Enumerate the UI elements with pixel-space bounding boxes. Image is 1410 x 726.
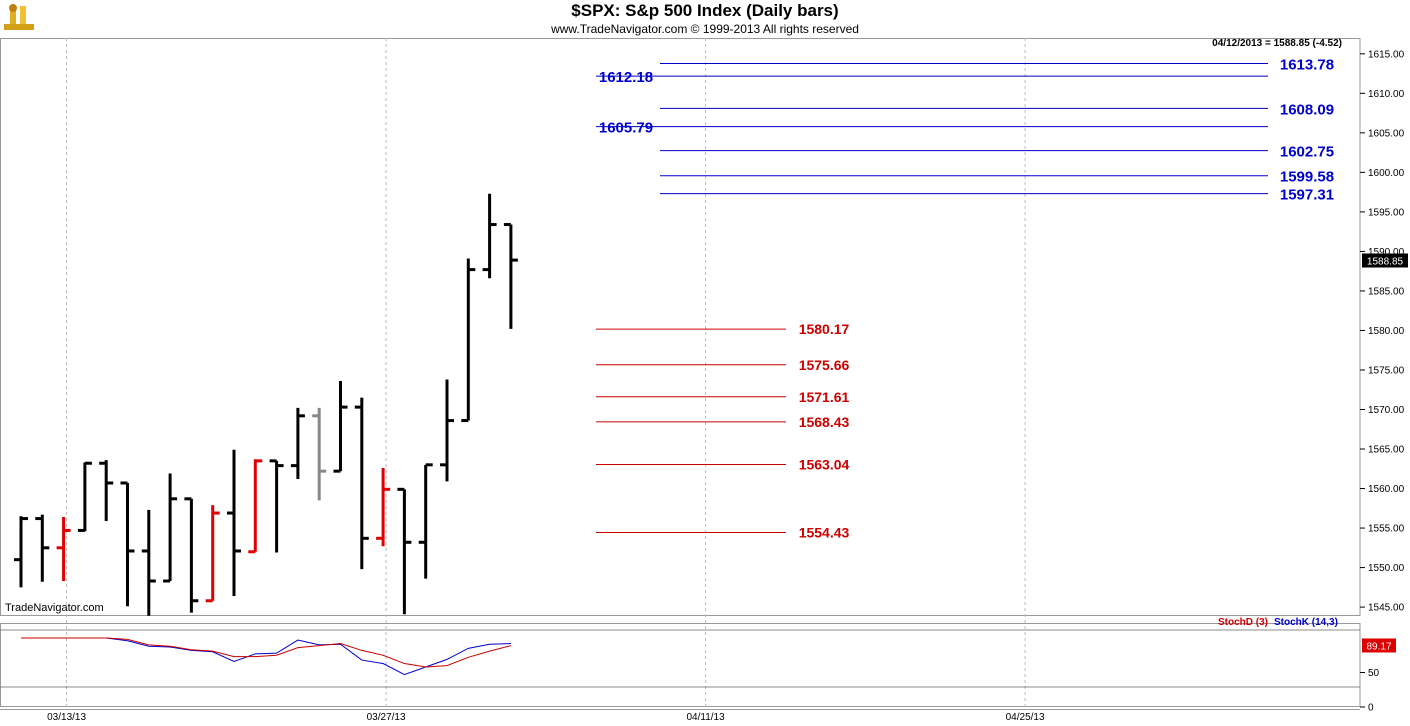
x-tick-label: 04/11/13 — [687, 712, 726, 723]
stoch-value-tag-box — [1362, 638, 1396, 653]
stoch-panel-frame — [0, 623, 1361, 707]
last-price-tag-box — [1362, 253, 1408, 268]
support-label: 1568.43 — [799, 414, 850, 430]
copyright-text: www.TradeNavigator.com © 1999-2013 All r… — [551, 22, 859, 36]
y-tick-label: 1610.00 — [1368, 89, 1405, 100]
watermark-text: TradeNavigator.com — [5, 602, 104, 614]
last-price-tag: 1588.85 — [1367, 257, 1404, 268]
resistance-label: 1602.75 — [1280, 144, 1334, 161]
x-tick-label: 03/27/13 — [367, 712, 406, 723]
price-panel-frame — [0, 38, 1361, 616]
chart-title: $SPX: S&p 500 Index (Daily bars) — [571, 1, 839, 20]
stoch-k-legend: StochK (14,3) — [1274, 617, 1338, 628]
quote-text: 04/12/2013 = 1588.85 (-4.52) — [1212, 38, 1342, 49]
y-tick-label: 1600.00 — [1368, 168, 1405, 179]
y-tick-label: 1585.00 — [1368, 286, 1405, 297]
tradenavigator-logo-icon — [4, 4, 34, 30]
y-tick-label: 1580.00 — [1368, 326, 1405, 337]
support-label: 1554.43 — [799, 525, 850, 541]
stoch-value-tag: 89.17 — [1366, 641, 1391, 652]
y-tick-label: 1565.00 — [1368, 445, 1405, 456]
y-tick-label: 1595.00 — [1368, 207, 1405, 218]
resistance-label: 1608.09 — [1280, 101, 1334, 118]
support-label: 1575.66 — [799, 357, 850, 373]
resistance-label: 1605.79 — [599, 120, 653, 137]
y-tick-label: 1570.00 — [1368, 405, 1405, 416]
support-label: 1571.61 — [799, 389, 850, 405]
x-tick-label: 04/25/13 — [1006, 712, 1045, 723]
stoch-d-line — [21, 637, 512, 668]
resistance-label: 1597.31 — [1280, 187, 1334, 204]
resistance-label: 1599.58 — [1280, 169, 1334, 186]
y-tick-label: 1575.00 — [1368, 365, 1405, 376]
stoch-y-tick-label: 50 — [1368, 668, 1380, 679]
y-tick-label: 1545.00 — [1368, 603, 1405, 614]
chart-header: $SPX: S&p 500 Index (Daily bars) www.Tra… — [0, 0, 1410, 38]
support-label: 1563.04 — [799, 457, 850, 473]
resistance-label: 1613.78 — [1280, 56, 1334, 73]
y-tick-label: 1605.00 — [1368, 128, 1405, 139]
x-tick-label: 03/13/13 — [47, 712, 86, 723]
y-tick-label: 1590.00 — [1368, 247, 1405, 258]
y-tick-label: 1550.00 — [1368, 563, 1405, 574]
stoch-d-legend: StochD (3) — [1218, 617, 1268, 628]
stoch-y-tick-label: 0 — [1368, 703, 1374, 714]
y-tick-label: 1555.00 — [1368, 524, 1405, 535]
resistance-label: 1612.18 — [599, 69, 653, 86]
y-tick-label: 1560.00 — [1368, 484, 1405, 495]
support-label: 1580.17 — [799, 321, 850, 337]
y-tick-label: 1615.00 — [1368, 49, 1405, 60]
